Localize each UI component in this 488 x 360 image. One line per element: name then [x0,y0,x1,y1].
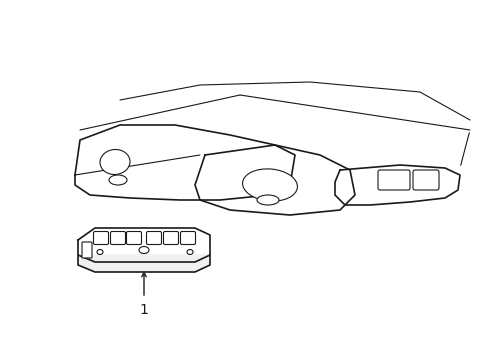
Ellipse shape [242,169,297,201]
Polygon shape [195,145,354,215]
Ellipse shape [139,247,149,253]
FancyBboxPatch shape [180,231,195,244]
Polygon shape [75,125,294,200]
FancyBboxPatch shape [110,231,125,244]
Ellipse shape [257,195,279,205]
Polygon shape [78,228,209,262]
FancyBboxPatch shape [146,231,161,244]
Ellipse shape [109,175,127,185]
Ellipse shape [100,149,130,175]
Ellipse shape [97,249,103,255]
FancyBboxPatch shape [126,231,141,244]
Text: 1: 1 [139,303,148,317]
Polygon shape [334,165,459,205]
FancyBboxPatch shape [93,231,108,244]
FancyBboxPatch shape [82,242,92,258]
FancyBboxPatch shape [412,170,438,190]
Ellipse shape [186,249,193,255]
FancyBboxPatch shape [377,170,409,190]
FancyBboxPatch shape [163,231,178,244]
Polygon shape [78,255,209,272]
